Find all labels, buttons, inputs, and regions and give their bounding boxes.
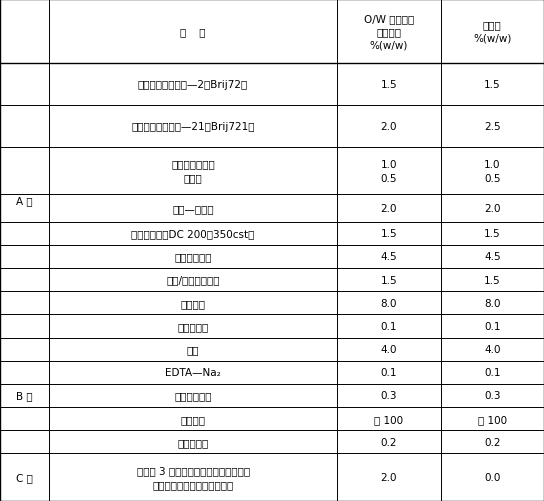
Text: 1.0
0.5: 1.0 0.5: [484, 159, 500, 183]
Text: 0.1: 0.1: [381, 368, 397, 378]
Text: 4.0: 4.0: [484, 344, 500, 354]
Text: 单硬脂酸甘油酯
硬脂酸: 单硬脂酸甘油酯 硬脂酸: [171, 159, 215, 183]
Text: 硬脂醇聚氧乙烯醚—2（Brij72）: 硬脂醇聚氧乙烯醚—2（Brij72）: [138, 80, 248, 90]
Text: 1.0
0.5: 1.0 0.5: [381, 159, 397, 183]
Text: 2.0: 2.0: [484, 203, 500, 213]
Text: 4.5: 4.5: [381, 252, 397, 262]
Text: 0.0: 0.0: [484, 472, 500, 482]
Text: 0.2: 0.2: [381, 437, 397, 447]
Text: 4.0: 4.0: [381, 344, 397, 354]
Text: 1.5: 1.5: [381, 275, 397, 285]
Text: 二甲基硅油（DC 200，350cst）: 二甲基硅油（DC 200，350cst）: [132, 229, 255, 238]
Text: 0.1: 0.1: [381, 321, 397, 331]
Text: O/W 乳液型防
晒化妆品
%(w/w): O/W 乳液型防 晒化妆品 %(w/w): [364, 14, 414, 50]
Text: 1.5: 1.5: [381, 80, 397, 90]
Text: 2.0: 2.0: [381, 203, 397, 213]
Text: 2.0: 2.0: [381, 122, 397, 132]
Text: 棕榈酸异丙酯: 棕榈酸异丙酯: [175, 252, 212, 262]
Text: 0.1: 0.1: [484, 368, 500, 378]
Text: 8.0: 8.0: [484, 298, 500, 308]
Text: 辛基/癸基三甘油酯: 辛基/癸基三甘油酯: [166, 275, 220, 285]
Text: C 相: C 相: [16, 472, 33, 482]
Text: 去离子水: 去离子水: [181, 414, 206, 424]
Text: 1.5: 1.5: [484, 229, 500, 238]
Text: 2.0: 2.0: [381, 472, 397, 482]
Text: 1.5: 1.5: [381, 229, 397, 238]
Text: 硬脂醇聚氧乙烯醚—21（Brij721）: 硬脂醇聚氧乙烯醚—21（Brij721）: [131, 122, 255, 132]
Text: 甘油: 甘油: [187, 344, 199, 354]
Text: 十六—十八醇: 十六—十八醇: [172, 203, 214, 213]
Text: 尼泊金甲酯: 尼泊金甲酯: [177, 437, 209, 447]
Text: 羟乙基纤维素: 羟乙基纤维素: [175, 391, 212, 401]
Text: 实施例 3 中所得负载脂溶性防晒剂的甲
基丙烯酸甲酯交联聚合物微粒: 实施例 3 中所得负载脂溶性防晒剂的甲 基丙烯酸甲酯交联聚合物微粒: [137, 465, 250, 489]
Text: EDTA—Na₂: EDTA—Na₂: [165, 368, 221, 378]
Text: 4.5: 4.5: [484, 252, 500, 262]
Text: 8.0: 8.0: [381, 298, 397, 308]
Text: 2.5: 2.5: [484, 122, 500, 132]
Text: 胡真柳酯: 胡真柳酯: [181, 298, 206, 308]
Text: 至 100: 至 100: [478, 414, 507, 424]
Text: 0.1: 0.1: [484, 321, 500, 331]
Text: 0.3: 0.3: [484, 391, 500, 401]
Text: 1.5: 1.5: [484, 275, 500, 285]
Text: 1.5: 1.5: [484, 80, 500, 90]
Text: 组    分: 组 分: [181, 27, 206, 37]
Text: 至 100: 至 100: [374, 414, 404, 424]
Text: 尼泊金丙酯: 尼泊金丙酯: [177, 321, 209, 331]
Text: 0.3: 0.3: [381, 391, 397, 401]
Text: 对照样
%(w/w): 对照样 %(w/w): [473, 20, 511, 44]
Text: A 相: A 相: [16, 196, 33, 206]
Text: B 相: B 相: [16, 391, 33, 401]
Text: 0.2: 0.2: [484, 437, 500, 447]
